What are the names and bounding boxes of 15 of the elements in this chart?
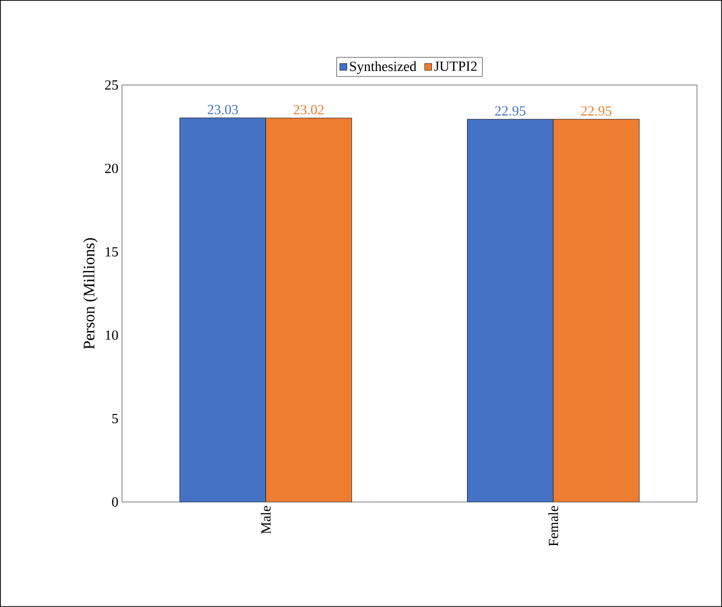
legend-label: JUTPI2 bbox=[434, 62, 477, 71]
data-label: 23.03 bbox=[208, 104, 238, 114]
y-axis-title: Person (Millions) bbox=[83, 238, 98, 350]
y-tick-label: 25 bbox=[105, 80, 118, 90]
legend-label: Synthesized bbox=[350, 61, 416, 74]
x-tick-label: Female bbox=[548, 506, 558, 546]
data-label: 22.95 bbox=[495, 106, 526, 116]
y-tick-label: 5 bbox=[112, 414, 118, 424]
x-tick-label: Male bbox=[260, 506, 271, 534]
y-tick-label: 15 bbox=[106, 247, 118, 256]
y-tick-label: 0 bbox=[112, 497, 118, 507]
data-label: 22.95 bbox=[581, 106, 612, 116]
data-label: 23.02 bbox=[294, 105, 324, 115]
y-tick-label: 10 bbox=[106, 330, 118, 340]
y-tick-label: 20 bbox=[105, 164, 118, 174]
